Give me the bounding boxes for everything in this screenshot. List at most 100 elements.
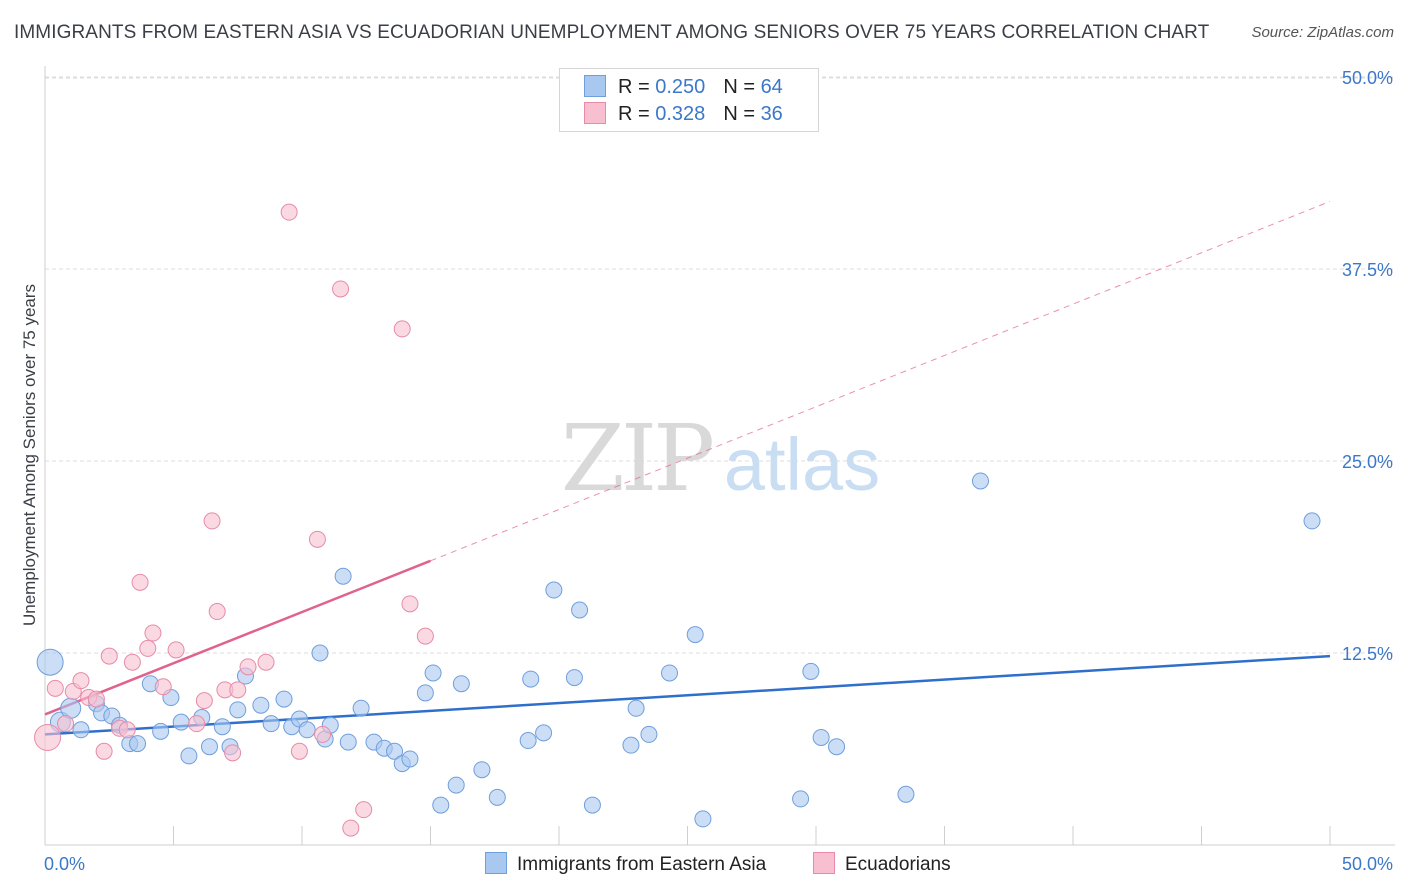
data-point-eastern-asia xyxy=(311,644,329,662)
data-point-ecuadorians xyxy=(229,681,247,699)
data-point-ecuadorians xyxy=(34,723,62,751)
y-tick-label: 37.5% xyxy=(1342,260,1393,280)
y-tick-label: 12.5% xyxy=(1342,644,1393,664)
bottom-legend-ecuadorians: Ecuadorians xyxy=(813,852,951,876)
data-point-ecuadorians xyxy=(393,320,411,338)
data-point-ecuadorians xyxy=(144,624,162,642)
legend-swatch-pink xyxy=(584,102,606,124)
data-point-eastern-asia xyxy=(622,736,640,754)
data-point-ecuadorians xyxy=(290,742,308,760)
data-point-ecuadorians xyxy=(203,512,221,530)
y-tick-label: 25.0% xyxy=(1342,452,1393,472)
data-point-eastern-asia xyxy=(694,810,712,828)
axes xyxy=(44,66,1395,846)
data-point-eastern-asia xyxy=(60,697,82,719)
legend-row-ecuadorians: R = 0.328 N = 36 xyxy=(584,102,783,126)
data-point-eastern-asia xyxy=(583,796,601,814)
data-point-ecuadorians xyxy=(208,603,226,621)
legend-row-eastern-asia: R = 0.250 N = 64 xyxy=(584,75,783,99)
data-point-eastern-asia xyxy=(252,696,270,714)
bottom-legend-swatch-blue xyxy=(485,852,507,874)
data-point-ecuadorians xyxy=(239,658,257,676)
legend-n-value: 64 xyxy=(760,76,783,98)
data-point-ecuadorians xyxy=(167,641,185,659)
data-point-eastern-asia xyxy=(129,735,147,753)
data-point-eastern-asia xyxy=(828,738,846,756)
legend-r-label: R = xyxy=(618,76,650,98)
data-point-eastern-asia xyxy=(416,684,434,702)
grid-lines xyxy=(45,76,1395,654)
watermark: ZIP atlas xyxy=(561,405,880,512)
bottom-legend-swatch-pink xyxy=(813,852,835,874)
trend-line-eastern-asia xyxy=(44,654,1331,736)
data-point-eastern-asia xyxy=(473,761,491,779)
data-point-ecuadorians xyxy=(224,744,242,762)
trend-line-ecuadorians xyxy=(44,559,431,716)
data-point-eastern-asia xyxy=(172,713,190,731)
data-point-ecuadorians xyxy=(314,725,332,743)
data-point-eastern-asia xyxy=(298,721,316,739)
data-point-eastern-asia xyxy=(262,715,280,733)
chart-title: IMMIGRANTS FROM EASTERN ASIA VS ECUADORI… xyxy=(14,22,1210,43)
data-point-ecuadorians xyxy=(123,653,141,671)
data-point-ecuadorians xyxy=(87,690,105,708)
legend-r-value: 0.250 xyxy=(655,76,706,98)
data-point-ecuadorians xyxy=(57,715,75,733)
bottom-legend-label: Ecuadorians xyxy=(845,854,951,875)
data-point-ecuadorians xyxy=(257,653,275,671)
legend-r-label: R = xyxy=(618,103,650,125)
data-point-ecuadorians xyxy=(401,595,419,613)
data-point-eastern-asia xyxy=(72,721,90,739)
data-point-eastern-asia xyxy=(897,785,915,803)
y-tick-label: 50.0% xyxy=(1342,68,1393,88)
data-point-eastern-asia xyxy=(488,788,506,806)
data-point-eastern-asia xyxy=(339,733,357,751)
series-eastern-asia-points xyxy=(36,472,1321,828)
data-point-eastern-asia xyxy=(447,776,465,794)
data-point-ecuadorians xyxy=(308,530,326,548)
data-point-eastern-asia xyxy=(275,690,293,708)
data-point-ecuadorians xyxy=(332,280,350,298)
tick-labels: 0.0% 50.0% 12.5% 25.0% 37.5% 50.0% xyxy=(44,68,1393,874)
data-point-eastern-asia xyxy=(152,722,170,740)
data-point-ecuadorians xyxy=(195,692,213,710)
bottom-legend-label: Immigrants from Eastern Asia xyxy=(517,854,767,875)
data-point-ecuadorians xyxy=(100,647,118,665)
data-point-eastern-asia xyxy=(1303,512,1321,530)
data-point-ecuadorians xyxy=(154,678,172,696)
data-point-eastern-asia xyxy=(686,626,704,644)
data-point-ecuadorians xyxy=(280,203,298,221)
legend-n-value: 36 xyxy=(760,103,783,125)
data-point-eastern-asia xyxy=(401,750,419,768)
x-tick-label-50: 50.0% xyxy=(1342,854,1393,874)
data-point-eastern-asia xyxy=(792,790,810,808)
data-point-eastern-asia xyxy=(661,664,679,682)
data-point-eastern-asia xyxy=(535,724,553,742)
data-point-eastern-asia xyxy=(424,664,442,682)
data-point-eastern-asia xyxy=(213,718,231,736)
data-point-ecuadorians xyxy=(118,721,136,739)
data-point-eastern-asia xyxy=(432,796,450,814)
data-point-eastern-asia xyxy=(522,670,540,688)
data-point-eastern-asia xyxy=(519,732,537,750)
data-point-ecuadorians xyxy=(131,573,149,591)
data-point-ecuadorians xyxy=(72,672,90,690)
data-point-eastern-asia xyxy=(627,699,645,717)
data-point-eastern-asia xyxy=(452,675,470,693)
data-point-eastern-asia xyxy=(640,725,658,743)
data-point-eastern-asia xyxy=(802,662,820,680)
data-point-ecuadorians xyxy=(95,742,113,760)
data-point-eastern-asia xyxy=(200,738,218,756)
data-point-eastern-asia xyxy=(571,601,589,619)
data-point-eastern-asia xyxy=(36,648,64,676)
data-point-eastern-asia xyxy=(565,669,583,687)
bottom-legend-eastern-asia: Immigrants from Eastern Asia xyxy=(485,852,766,876)
data-point-ecuadorians xyxy=(416,627,434,645)
data-point-eastern-asia xyxy=(971,472,989,490)
x-tick-label-0: 0.0% xyxy=(44,854,85,874)
data-point-ecuadorians xyxy=(46,679,64,697)
data-point-eastern-asia xyxy=(352,699,370,717)
trend-line-ecuadorians-extension xyxy=(430,200,1331,562)
legend-n-label: N = xyxy=(723,76,755,98)
